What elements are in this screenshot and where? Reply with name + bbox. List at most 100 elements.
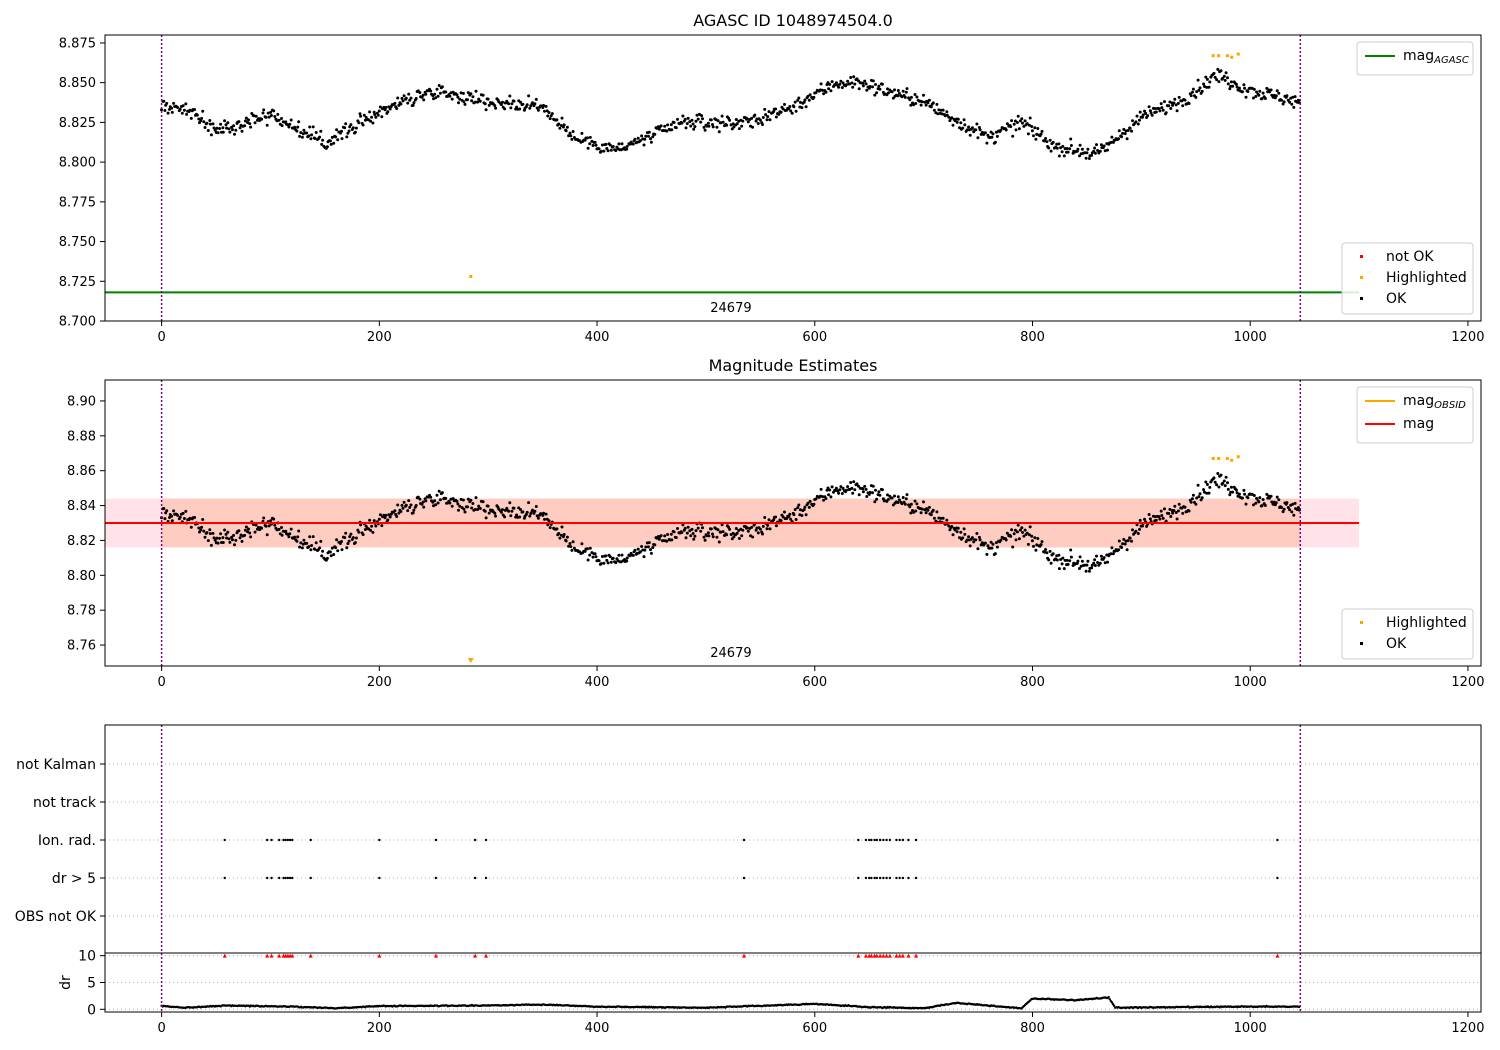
ok-point <box>711 535 715 539</box>
ok-point <box>459 91 463 95</box>
ok-point <box>1228 87 1232 91</box>
ok-point <box>345 546 349 550</box>
ok-point <box>1057 567 1061 571</box>
ok-point <box>1198 86 1202 90</box>
ok-point <box>1183 98 1187 102</box>
ok-point <box>362 113 366 117</box>
y-tick-label: 10 <box>78 949 96 965</box>
dr-flag-marker <box>377 953 382 958</box>
ok-point <box>508 94 512 98</box>
ok-point <box>857 484 860 488</box>
ok-point <box>368 518 372 522</box>
ok-point <box>961 126 965 130</box>
ok-point <box>932 516 936 520</box>
ok-point <box>1153 515 1157 519</box>
ok-point <box>184 102 188 106</box>
ok-point <box>474 496 478 500</box>
ok-point <box>1241 496 1244 500</box>
ok-point <box>1200 496 1204 500</box>
ok-point <box>466 98 469 102</box>
ok-point <box>905 87 909 91</box>
ok-point <box>570 548 574 552</box>
ok-point <box>1065 147 1069 150</box>
y-tick-label: 0 <box>87 1002 96 1018</box>
ok-point <box>1148 109 1152 113</box>
ok-point <box>396 96 400 100</box>
ok-point <box>262 516 266 520</box>
ok-point <box>665 129 669 133</box>
highlighted-point <box>1217 456 1221 460</box>
ok-point <box>1055 142 1059 146</box>
ok-point <box>728 527 732 531</box>
ok-point <box>806 501 810 505</box>
ok-point <box>1011 134 1015 138</box>
dr-flag-marker <box>222 953 227 958</box>
ok-point <box>1102 556 1106 560</box>
ok-point <box>364 524 368 528</box>
legend-entry-subscript: OBSID <box>1434 400 1466 411</box>
ok-point <box>481 500 485 504</box>
ok-point <box>1086 559 1090 563</box>
ok-point <box>170 110 174 114</box>
ok-point <box>297 120 301 124</box>
ok-point <box>380 115 384 119</box>
ok-point <box>1010 528 1014 532</box>
ok-point <box>1222 74 1226 78</box>
x-tick-label: 1200 <box>1451 675 1484 690</box>
ok-point <box>330 135 334 139</box>
ok-point <box>1255 496 1259 500</box>
ok-point <box>458 504 462 508</box>
ok-point <box>1290 102 1294 106</box>
ok-point <box>346 542 350 546</box>
ok-point <box>272 517 276 521</box>
ok-point <box>834 81 838 85</box>
x-tick-label: 800 <box>1020 1021 1045 1036</box>
x-tick-label: 1000 <box>1234 330 1267 345</box>
ok-point <box>940 112 944 116</box>
ok-point <box>978 538 982 542</box>
ok-point <box>1205 491 1209 495</box>
ok-point <box>926 508 930 512</box>
ok-point <box>277 527 281 531</box>
ok-point <box>264 524 268 528</box>
ok-point <box>1277 91 1281 95</box>
ok-point <box>1085 563 1089 567</box>
legend-entry-label: not OK <box>1386 249 1434 265</box>
flag-point <box>266 838 269 842</box>
ok-point <box>470 506 474 510</box>
ok-point <box>605 558 609 562</box>
ok-point <box>824 497 828 500</box>
ok-point <box>850 486 854 490</box>
ok-point <box>600 143 604 147</box>
ok-point <box>711 123 714 126</box>
ok-point <box>950 525 954 528</box>
ok-point <box>642 143 646 147</box>
ok-point <box>1016 114 1020 118</box>
ok-point <box>1194 502 1198 506</box>
ok-point <box>754 528 758 532</box>
ok-point <box>950 116 954 120</box>
ok-point <box>396 503 400 507</box>
ok-point <box>440 85 444 89</box>
ok-point <box>248 531 252 535</box>
ok-point <box>1087 569 1091 573</box>
ok-point <box>293 125 297 129</box>
ok-point <box>368 110 372 114</box>
ok-point <box>625 559 629 563</box>
legend-marker-swatch <box>1360 255 1363 258</box>
ok-point <box>1195 90 1199 94</box>
ok-point <box>216 541 220 545</box>
ok-point <box>1033 126 1037 130</box>
ok-point <box>853 488 857 492</box>
ok-point <box>649 551 653 555</box>
ok-point <box>219 532 223 536</box>
ok-point <box>919 511 923 515</box>
ok-point <box>1049 149 1053 153</box>
ok-point <box>1148 517 1152 521</box>
ok-point <box>484 516 488 520</box>
category-label: not track <box>33 795 97 811</box>
ok-point <box>1048 549 1052 553</box>
ok-point <box>732 125 736 129</box>
ok-point <box>1216 472 1220 475</box>
ok-point <box>828 488 832 492</box>
